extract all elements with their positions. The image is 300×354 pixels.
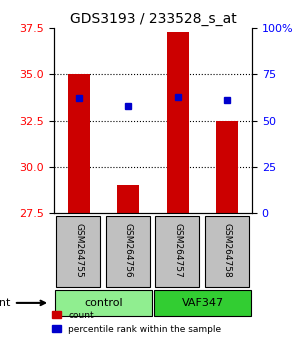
Bar <box>68 74 90 213</box>
Title: GDS3193 / 233528_s_at: GDS3193 / 233528_s_at <box>70 12 236 26</box>
Text: GSM264756: GSM264756 <box>124 223 133 278</box>
Text: VAF347: VAF347 <box>182 298 224 308</box>
FancyBboxPatch shape <box>155 216 199 287</box>
Text: agent: agent <box>0 298 45 308</box>
Bar <box>117 185 140 213</box>
FancyBboxPatch shape <box>56 290 152 316</box>
Text: GSM264758: GSM264758 <box>223 223 232 278</box>
Bar <box>216 121 239 213</box>
Bar <box>167 32 189 213</box>
FancyBboxPatch shape <box>154 290 250 316</box>
Legend: count, percentile rank within the sample: count, percentile rank within the sample <box>49 307 225 337</box>
Text: GSM264755: GSM264755 <box>74 223 83 278</box>
FancyBboxPatch shape <box>56 216 100 287</box>
FancyBboxPatch shape <box>205 216 248 287</box>
Text: GSM264757: GSM264757 <box>173 223 182 278</box>
FancyBboxPatch shape <box>106 216 149 287</box>
Text: control: control <box>84 298 123 308</box>
